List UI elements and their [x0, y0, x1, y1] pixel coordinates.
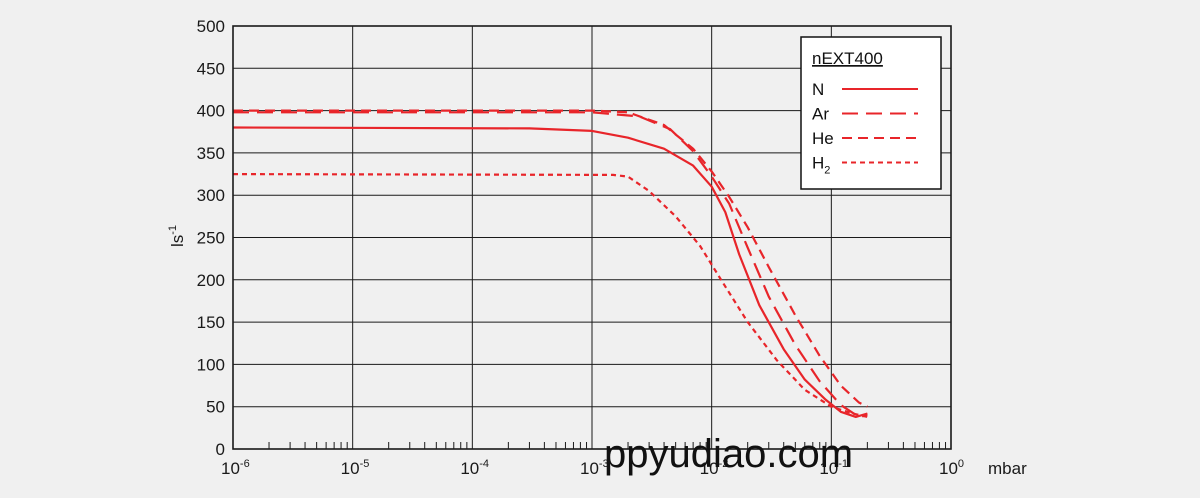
y-tick-label: 450 [197, 59, 225, 78]
y-tick-label: 0 [216, 440, 225, 459]
watermark-text: ppyudiao.com [604, 432, 853, 476]
x-minor-ticks [268, 442, 947, 449]
series-line-ar [233, 111, 868, 418]
x-tick-label: 10-1 [819, 458, 848, 478]
x-tick-label: 10-5 [341, 458, 370, 478]
y-tick-labels: 0 50 100 150 200 250 300 350 400 450 500 [197, 17, 225, 459]
x-tick-labels: 10-6 10-5 10-4 10-3 10-2 10-1 100 [221, 458, 964, 478]
y-tick-label: 350 [197, 144, 225, 163]
y-tick-label: 400 [197, 102, 225, 121]
y-tick-label: 100 [197, 355, 225, 374]
y-tick-label: 150 [197, 313, 225, 332]
x-tick-label: 10-4 [460, 458, 489, 478]
legend-label: Ar [812, 105, 829, 124]
legend: nEXT400 N Ar He H2 [800, 36, 942, 190]
series-line-he [233, 109, 868, 408]
series-line-h2 [232, 173, 868, 418]
y-tick-label: 50 [206, 398, 225, 417]
legend-entries: N Ar He H2 [812, 80, 918, 177]
legend-title: nEXT400 [812, 49, 883, 68]
legend-label: H2 [812, 154, 830, 177]
y-tick-label: 200 [197, 271, 225, 290]
y-tick-label: 250 [197, 229, 225, 248]
y-tick-label: 500 [197, 17, 225, 36]
x-tick-label: 10-6 [221, 458, 250, 478]
x-axis-title: mbar [988, 459, 1027, 478]
series-line-n [232, 126, 868, 418]
legend-label: N [812, 80, 824, 99]
y-tick-label: 300 [197, 186, 225, 205]
series-layer [232, 109, 868, 418]
plot-frame [232, 25, 952, 450]
x-tick-label: 10-2 [700, 458, 729, 478]
x-tick-label: 100 [939, 458, 964, 478]
y-axis-title: ls-1 [167, 225, 187, 247]
plot-border [232, 25, 952, 450]
legend-label: He [812, 129, 834, 148]
x-tick-label: 10-3 [580, 458, 609, 478]
